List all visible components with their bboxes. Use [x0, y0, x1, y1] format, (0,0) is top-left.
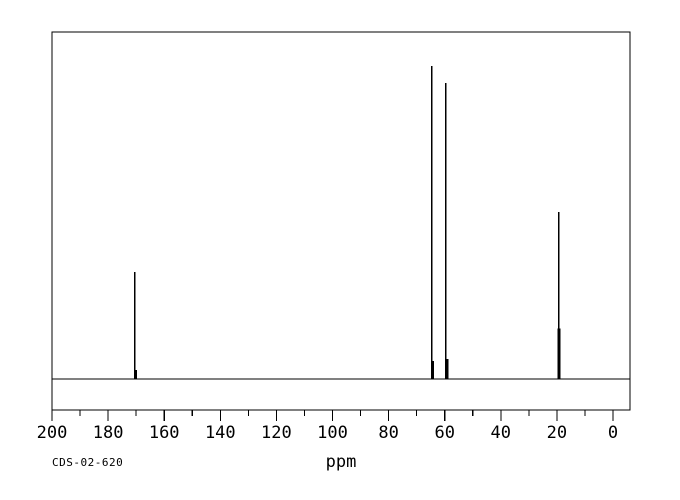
x-axis-tick-labels: 200 180 160 140 120 100 80 60 40 20 0: [37, 423, 618, 443]
sample-id-label: CDS-02-620: [52, 456, 123, 469]
axis-tick-label: 0: [608, 423, 618, 443]
axis-tick-label: 120: [261, 423, 292, 443]
axis-tick-label: 140: [205, 423, 236, 443]
x-axis-ticks: [51, 410, 614, 421]
plot-frame: [51, 31, 631, 411]
axis-tick-label: 80: [378, 423, 398, 443]
axis-tick-label: 200: [37, 423, 68, 443]
x-axis-title: ppm: [326, 452, 357, 472]
axis-tick-label: 20: [547, 423, 567, 443]
axis-tick-label: 40: [491, 423, 511, 443]
axis-tick-label: 100: [317, 423, 348, 443]
axis-tick-label: 60: [434, 423, 454, 443]
axis-tick-label: 180: [93, 423, 124, 443]
axis-tick-label: 160: [149, 423, 180, 443]
spectrum-trace: [133, 66, 561, 379]
plot-border: [51, 31, 631, 411]
